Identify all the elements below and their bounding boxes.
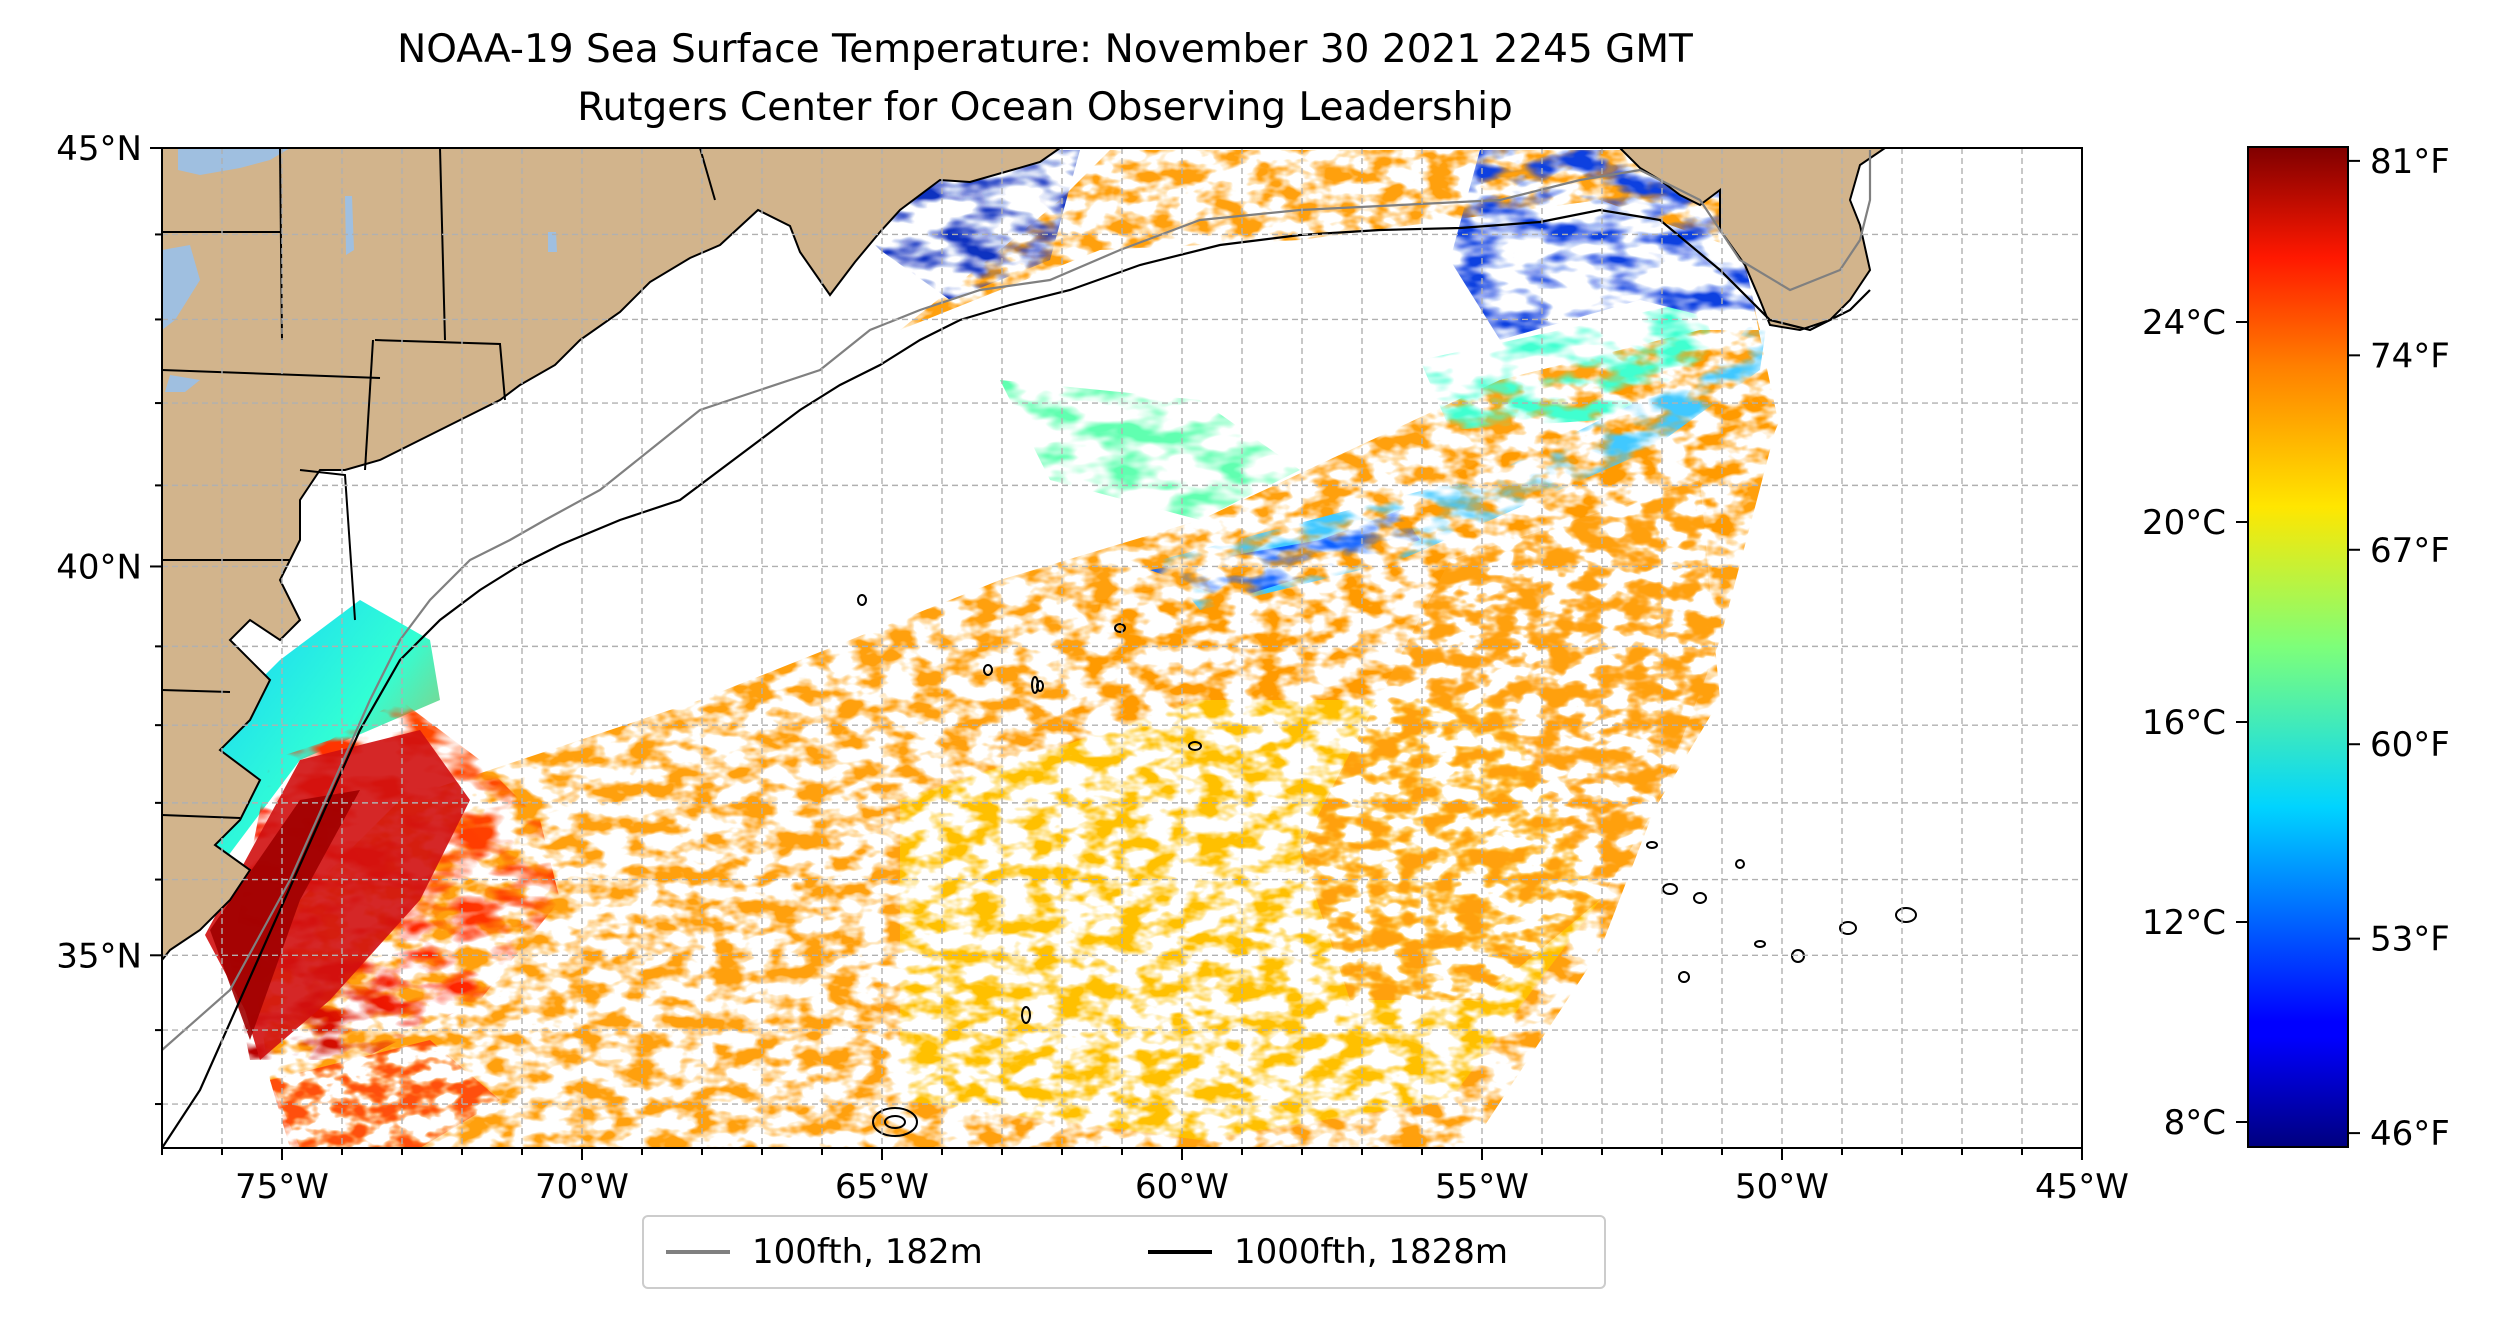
lakes bbox=[162, 148, 557, 392]
coastline bbox=[162, 148, 1061, 961]
colorbar-f-label: 46°F bbox=[2370, 1114, 2450, 1154]
colorbar-f-label: 74°F bbox=[2370, 336, 2450, 376]
seamount-contours bbox=[857, 594, 1917, 1137]
x-tick-label: 70°W bbox=[535, 1167, 629, 1207]
colorbar-c-label: 8°C bbox=[2164, 1103, 2226, 1143]
legend-label-1000fth: 1000fth, 1828m bbox=[1234, 1232, 1509, 1272]
x-tick-label: 45°W bbox=[2035, 1167, 2129, 1207]
legend-item-1000fth: 1000fth, 1828m bbox=[1148, 1217, 1508, 1287]
x-tick-label: 65°W bbox=[835, 1167, 929, 1207]
map-legend: 100fth, 182m 1000fth, 1828m bbox=[642, 1215, 1606, 1289]
colorbar-c-label: 20°C bbox=[2142, 503, 2226, 543]
contour-1000fth bbox=[162, 208, 1871, 1148]
x-tick-label: 55°W bbox=[1435, 1167, 1529, 1207]
legend-swatch-grey bbox=[666, 1250, 730, 1254]
colorbar: 81°F 74°F 67°F 60°F 53°F 46°F 24°C 20°C 16°C 12°C… bbox=[2142, 142, 2450, 1154]
figure-subtitle: Rutgers Center for Ocean Observing Leade… bbox=[577, 85, 1513, 130]
y-tick-label: 40°N bbox=[56, 547, 142, 587]
colorbar-f-label: 81°F bbox=[2370, 142, 2450, 182]
colorbar-c-label: 24°C bbox=[2142, 303, 2226, 343]
axis-ticks: 75°W 70°W 65°W 60°W 55°W 50°W 45°W 45°N 40°N 35°N bbox=[56, 129, 2129, 1207]
y-tick-label: 45°N bbox=[56, 129, 142, 169]
legend-swatch-black bbox=[1148, 1250, 1212, 1254]
legend-item-100fth: 100fth, 182m bbox=[666, 1217, 983, 1287]
colorbar-f-label: 53°F bbox=[2370, 920, 2450, 960]
x-tick-label: 60°W bbox=[1135, 1167, 1229, 1207]
colorbar-c-label: 12°C bbox=[2142, 903, 2226, 943]
colorbar-f-label: 67°F bbox=[2370, 531, 2450, 571]
gridlines bbox=[162, 148, 2082, 1148]
y-tick-label: 35°N bbox=[56, 936, 142, 976]
x-tick-label: 50°W bbox=[1735, 1167, 1829, 1207]
colorbar-c-label: 16°C bbox=[2142, 703, 2226, 743]
contour-100fth bbox=[162, 150, 1872, 1051]
colorbar-gradient bbox=[2247, 146, 2349, 1148]
legend-label-100fth: 100fth, 182m bbox=[752, 1232, 983, 1272]
coastline-east bbox=[1619, 148, 1886, 332]
colorbar-f-label: 60°F bbox=[2370, 725, 2450, 765]
x-tick-label: 75°W bbox=[235, 1167, 329, 1207]
figure-title: NOAA-19 Sea Surface Temperature: Novembe… bbox=[397, 27, 1693, 72]
land-masses bbox=[162, 148, 1885, 960]
